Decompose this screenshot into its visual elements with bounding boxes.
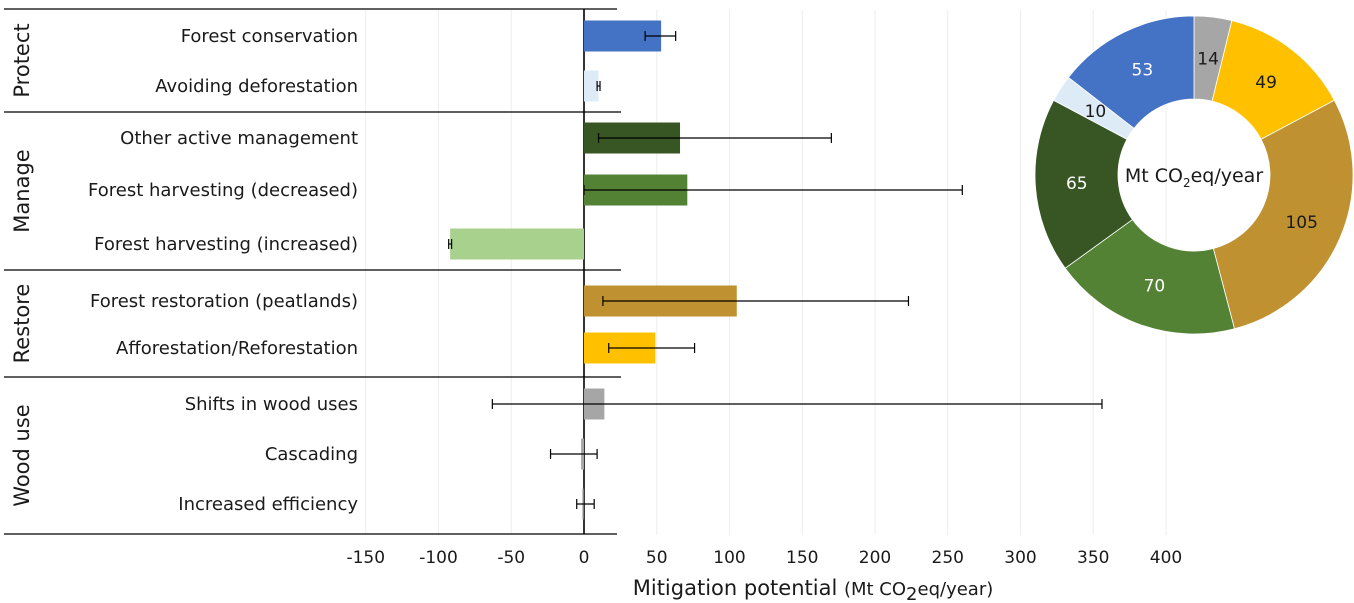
- donut-chart: 14 49 105 70 65 10 53 Mt CO2eq/year: [1034, 15, 1354, 335]
- x-tick-label: 100: [713, 548, 745, 568]
- donut-slice: [1034, 99, 1133, 269]
- donut-slice-label: 49: [1255, 73, 1277, 93]
- x-tick-label: -150: [346, 548, 385, 568]
- donut-center-label: Mt CO2eq/year: [1125, 165, 1263, 190]
- x-tick-label: 250: [932, 548, 964, 568]
- category-label: Forest harvesting (decreased): [88, 180, 358, 201]
- x-tick-label: 350: [1077, 548, 1109, 568]
- donut-slice: [1064, 219, 1235, 335]
- category-label: Forest harvesting (increased): [94, 234, 358, 255]
- category-labels: Forest conservation Avoiding deforestatio…: [88, 26, 358, 515]
- x-tick-label: 400: [1150, 548, 1182, 568]
- donut-slice-label: 10: [1085, 102, 1107, 122]
- donut-slice-label: 53: [1132, 60, 1154, 80]
- x-axis-ticks: -150 -100 -50 0 50 100 150 200 250 300 350 400: [346, 548, 1182, 568]
- category-label: Increased efficiency: [178, 494, 358, 515]
- group-labels: Protect Manage Restore Wood use: [10, 23, 34, 506]
- category-label: Avoiding deforestation: [155, 76, 358, 97]
- x-tick-label: 50: [646, 548, 668, 568]
- group-label: Wood use: [10, 404, 34, 506]
- bar: [450, 228, 584, 260]
- donut-slice: [1212, 99, 1354, 330]
- error-bars: [448, 31, 1103, 509]
- x-tick-label: -100: [419, 548, 458, 568]
- group-label: Restore: [10, 284, 34, 364]
- donut-slice-label: 70: [1144, 277, 1166, 297]
- category-label: Forest restoration (peatlands): [90, 291, 358, 312]
- bar: [584, 70, 599, 102]
- category-label: Forest conservation: [181, 26, 358, 47]
- donut-slice: [1067, 15, 1195, 129]
- group-label: Manage: [10, 149, 34, 232]
- donut-slice-label: 105: [1285, 213, 1317, 233]
- x-tick-label: 300: [1004, 548, 1036, 568]
- gridlines: [365, 10, 1167, 535]
- x-tick-label: -50: [497, 548, 525, 568]
- category-label: Afforestation/Reforestation: [116, 338, 358, 359]
- donut-slice-label: 14: [1197, 49, 1219, 69]
- x-tick-label: 0: [579, 548, 590, 568]
- group-label: Protect: [10, 23, 34, 97]
- category-label: Other active management: [120, 128, 358, 149]
- x-tick-label: 150: [786, 548, 818, 568]
- category-label: Shifts in wood uses: [185, 394, 358, 415]
- donut-slice-label: 65: [1066, 174, 1088, 194]
- category-label: Cascading: [265, 444, 358, 465]
- x-axis-label: Mitigation potential (Mt CO2eq/year): [633, 576, 994, 603]
- x-tick-label: 200: [859, 548, 891, 568]
